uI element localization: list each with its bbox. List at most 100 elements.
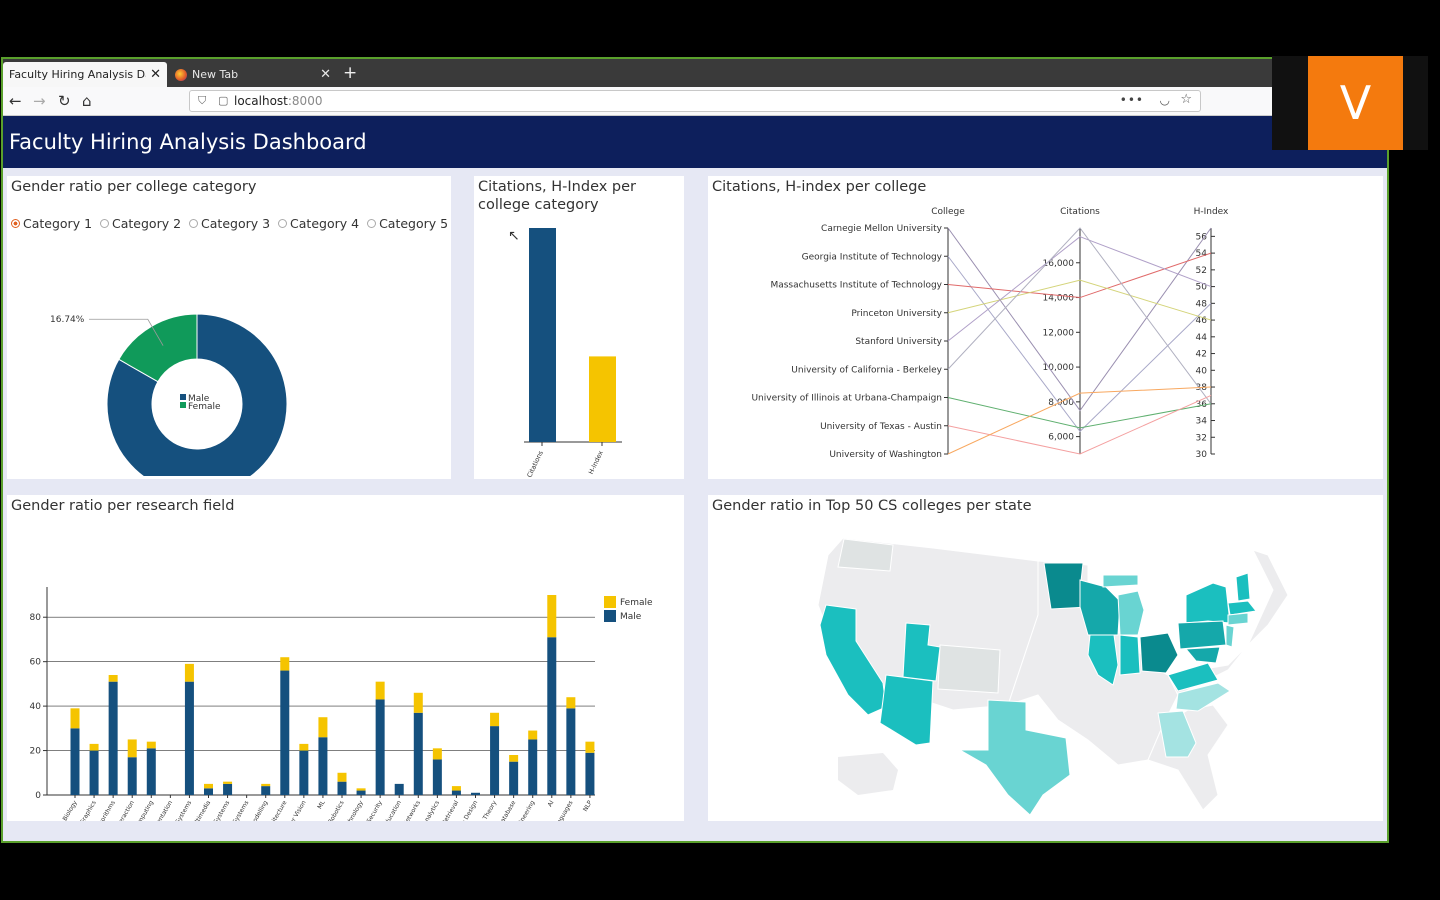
state-maryland bbox=[1184, 646, 1221, 664]
hindex-tick-label: 54 bbox=[1196, 249, 1208, 259]
firefox-icon bbox=[175, 68, 187, 81]
dashboard-header: Faculty Hiring Analysis Dashboard bbox=[3, 116, 1387, 168]
college-label: Princeton University bbox=[851, 309, 942, 319]
radio-category-3[interactable]: Category 3 bbox=[189, 216, 270, 231]
bar-male bbox=[413, 712, 423, 795]
radio-dot[interactable] bbox=[189, 219, 199, 228]
bar-female bbox=[356, 788, 366, 791]
hindex-tick-label: 38 bbox=[1196, 383, 1208, 393]
category-radio-group: Category 1 Category 2 Category 3 Categor… bbox=[11, 216, 452, 231]
legend-swatch-female bbox=[604, 596, 616, 608]
citations-tick-label: 10,000 bbox=[1043, 363, 1075, 373]
bar-male bbox=[356, 790, 366, 795]
radio-dot[interactable] bbox=[100, 219, 110, 228]
x-tick-label: Networks bbox=[402, 800, 422, 822]
state-map-panel: Gender ratio in Top 50 CS colleges per s… bbox=[708, 495, 1383, 821]
close-icon[interactable]: ✕ bbox=[150, 67, 161, 82]
bar-male bbox=[490, 726, 500, 795]
bar-h-index bbox=[589, 356, 616, 442]
bar-female bbox=[318, 717, 328, 738]
new-tab-plus-icon[interactable]: + bbox=[343, 63, 358, 83]
panel-title: Gender ratio in Top 50 CS colleges per s… bbox=[712, 498, 1032, 514]
bar-male bbox=[566, 708, 576, 795]
tab-dashboard[interactable]: Faculty Hiring Analysis Dashb ✕ bbox=[3, 62, 167, 87]
hindex-tick-label: 42 bbox=[1196, 350, 1207, 360]
state-ohio bbox=[1139, 632, 1179, 674]
panel-title: Citations, H-index per college bbox=[712, 179, 927, 195]
college-line bbox=[947, 279, 1212, 321]
legend-swatch-male bbox=[604, 610, 616, 622]
radio-category-1[interactable]: Category 1 bbox=[11, 216, 92, 231]
college-line bbox=[947, 227, 1212, 405]
radio-category-2[interactable]: Category 2 bbox=[100, 216, 181, 231]
state-michigan bbox=[1102, 574, 1145, 636]
x-tick-label: Systems bbox=[174, 800, 193, 822]
reload-icon[interactable]: ↻ bbox=[58, 92, 71, 110]
donut-slice-male bbox=[106, 313, 288, 476]
pocket-icon[interactable]: ◡ bbox=[1159, 93, 1170, 107]
page-title: Faculty Hiring Analysis Dashboard bbox=[9, 130, 367, 154]
url-host: localhost bbox=[234, 94, 288, 108]
bookmark-star-icon[interactable]: ☆ bbox=[1180, 92, 1192, 107]
citations-tick-label: 6,000 bbox=[1048, 433, 1074, 443]
more-icon[interactable]: ••• bbox=[1119, 93, 1144, 107]
tab-bar: Faculty Hiring Analysis Dashb ✕ New Tab … bbox=[3, 59, 1387, 87]
bar-male bbox=[223, 783, 233, 795]
x-tick-label: Computing bbox=[132, 799, 155, 821]
forward-icon[interactable]: → bbox=[33, 92, 46, 110]
college-line bbox=[947, 236, 1212, 342]
hindex-tick-label: 46 bbox=[1196, 316, 1208, 326]
bar-female bbox=[146, 741, 156, 749]
research-field-panel: Gender ratio per research field 0 20 40 60 8… bbox=[7, 495, 684, 821]
state-wisconsin bbox=[1079, 579, 1121, 636]
radio-category-5[interactable]: Category 5 bbox=[367, 216, 448, 231]
bar-male bbox=[318, 737, 328, 795]
x-tick-label: NLP bbox=[582, 799, 594, 813]
bar-female bbox=[413, 692, 423, 713]
bar-male bbox=[375, 699, 385, 795]
tab-new-tab[interactable]: New Tab ✕ bbox=[169, 62, 337, 87]
bar-male bbox=[127, 757, 137, 795]
bar-female bbox=[280, 657, 290, 671]
radio-label: Category 2 bbox=[112, 216, 182, 231]
college-label: Carnegie Mellon University bbox=[821, 224, 943, 234]
url-bar[interactable]: ⛉ ▢ localhost:8000 ••• ◡ ☆ bbox=[189, 90, 1201, 112]
citations-tick-label: 12,000 bbox=[1043, 328, 1075, 338]
state-texas bbox=[958, 699, 1071, 816]
axis-title: College bbox=[931, 207, 965, 217]
college-label: University of California - Berkeley bbox=[791, 365, 942, 375]
axis-title: Citations bbox=[1060, 207, 1100, 217]
bar-female bbox=[204, 783, 213, 789]
bar-male bbox=[146, 748, 156, 795]
radio-dot[interactable] bbox=[367, 219, 377, 228]
y-tick-label: 40 bbox=[30, 702, 42, 712]
state-massachusetts bbox=[1227, 600, 1257, 616]
state-north-carolina bbox=[1175, 682, 1231, 712]
panel-title-line2: college category bbox=[478, 197, 599, 213]
home-icon[interactable]: ⌂ bbox=[82, 92, 92, 110]
tab-label: New Tab bbox=[192, 68, 239, 81]
legend-swatch-female bbox=[180, 402, 186, 408]
radio-category-4[interactable]: Category 4 bbox=[278, 216, 359, 231]
bar-male bbox=[509, 761, 519, 795]
legend-label-male: Male bbox=[188, 394, 210, 404]
college-label: Stanford University bbox=[855, 337, 942, 347]
radio-dot[interactable] bbox=[11, 219, 20, 228]
radio-dot[interactable] bbox=[278, 219, 288, 228]
close-icon[interactable]: ✕ bbox=[320, 67, 331, 82]
panel-title: Citations, H-Index per college category bbox=[478, 178, 636, 214]
back-icon[interactable]: ← bbox=[9, 92, 22, 110]
x-tick-label: ML bbox=[316, 799, 327, 810]
bar-female bbox=[261, 783, 271, 787]
y-tick-label: 0 bbox=[35, 791, 41, 801]
bar-female bbox=[223, 781, 233, 784]
tab-label: Faculty Hiring Analysis Dashb bbox=[9, 68, 146, 81]
bar-male bbox=[337, 781, 347, 795]
research-field-bar-chart: 0 20 40 60 80 Computational BiologyGraphicsAl… bbox=[30, 587, 653, 822]
bar-female bbox=[108, 675, 118, 682]
bar-female bbox=[432, 748, 442, 760]
radio-label: Category 1 bbox=[23, 216, 93, 231]
axis-title: H-Index bbox=[1194, 207, 1229, 217]
donut-leader-female bbox=[89, 318, 164, 346]
